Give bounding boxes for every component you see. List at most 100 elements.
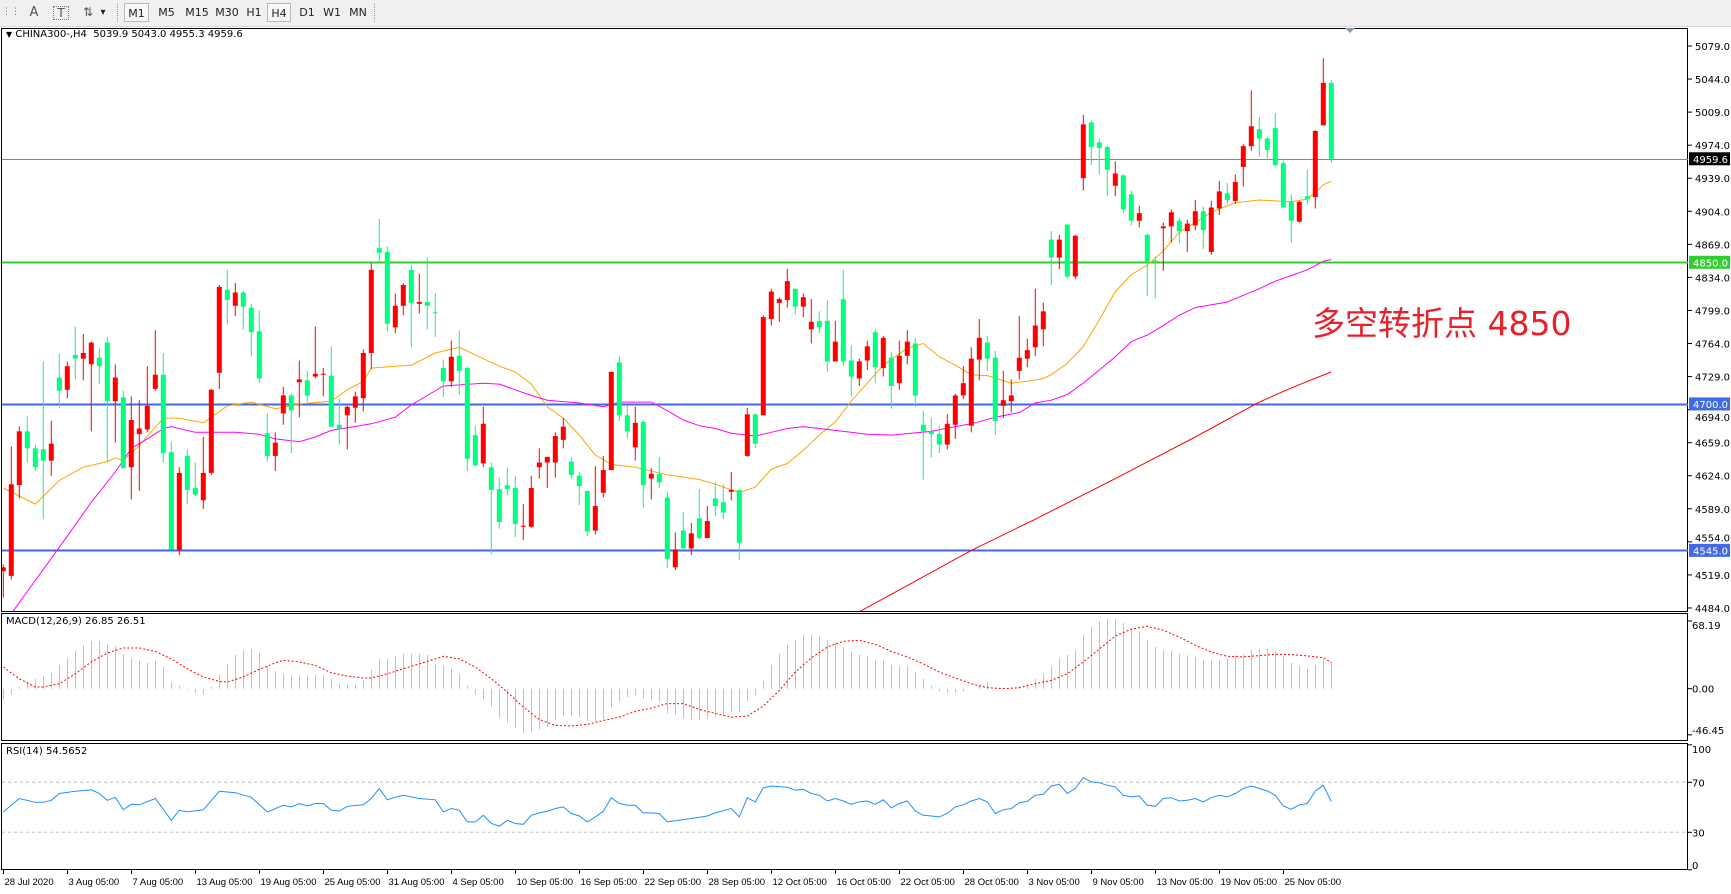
candle: [728, 471, 734, 501]
candle-body: [792, 288, 798, 307]
candle: [1248, 90, 1254, 151]
candle: [272, 432, 278, 472]
candle: [144, 366, 150, 433]
time-axis-label: 25 Nov 05:00: [1285, 877, 1342, 888]
candle-body: [40, 449, 46, 461]
candle: [376, 218, 382, 262]
chevron-down-icon[interactable]: ▾: [100, 7, 106, 18]
moving-average-line-2: [12, 259, 1332, 611]
candle-body: [808, 321, 814, 330]
candle: [336, 398, 342, 445]
timeframe-m5[interactable]: M5: [158, 6, 175, 19]
candle-body: [824, 320, 830, 362]
candle: [288, 393, 294, 454]
candle-body: [312, 373, 318, 377]
candle-body: [232, 292, 238, 306]
candle-body: [1136, 213, 1142, 221]
candle: [440, 359, 446, 398]
candle: [1128, 190, 1134, 226]
text-label-icon[interactable]: T: [53, 6, 69, 20]
candle: [792, 288, 798, 315]
candles: [2, 58, 1334, 598]
moving-average-line-1: [3, 180, 1332, 505]
time-axis-label: 25 Aug 05:00: [325, 877, 381, 888]
candle-body: [1064, 224, 1070, 277]
candle-body: [760, 317, 766, 416]
candle: [1072, 234, 1078, 280]
rsi-axis-label: 0: [1692, 861, 1698, 872]
candle: [1104, 146, 1110, 197]
candle: [352, 391, 358, 423]
macd-axis-label: 68.19: [1692, 621, 1721, 632]
candle-body: [304, 380, 310, 396]
candle-body: [216, 286, 222, 373]
timeframe-h4[interactable]: H4: [267, 3, 291, 22]
price-axis-label: 4554.0: [1695, 533, 1730, 544]
annotation-text[interactable]: 多空转折点 4850: [1312, 304, 1571, 343]
collapse-arrow-icon[interactable]: ▼: [6, 30, 13, 39]
candle-body: [488, 467, 494, 490]
candle-body: [1320, 82, 1326, 126]
candle: [992, 351, 998, 436]
candle: [296, 360, 302, 418]
candle: [320, 368, 326, 397]
candle: [760, 315, 766, 416]
timeframe-w1[interactable]: W1: [323, 6, 341, 19]
period-separator-icon[interactable]: ⋮⋮: [2, 7, 20, 17]
candle: [1208, 200, 1214, 255]
timeframe-mn[interactable]: MN: [349, 6, 367, 19]
candle: [168, 441, 174, 550]
candle: [800, 293, 806, 318]
candle-body: [1120, 175, 1126, 210]
price-label-badge-text: 4959.6: [1693, 155, 1728, 166]
price-axis-label: 4484.0: [1695, 604, 1730, 615]
timeframe-m15[interactable]: M15: [185, 6, 209, 19]
candle: [112, 364, 118, 443]
candle: [696, 488, 702, 540]
price-label-badge-text: 4700.0: [1693, 400, 1728, 411]
candle-body: [1232, 182, 1238, 201]
candle-body: [976, 337, 982, 360]
candle-body: [176, 472, 182, 551]
chart-shift-marker[interactable]: [1345, 28, 1355, 33]
candle: [888, 352, 894, 409]
macd-signal-line: [3, 625, 1332, 727]
candle-body: [544, 456, 550, 463]
candle-body: [640, 421, 646, 486]
candle: [1000, 370, 1006, 419]
candle: [1120, 174, 1126, 214]
candle: [896, 340, 902, 390]
rsi-line: [2, 777, 1332, 827]
price-axis-label: 4589.0: [1695, 505, 1730, 516]
candle-body: [888, 357, 894, 387]
timeframe-h1[interactable]: H1: [246, 6, 262, 19]
rsi-axis-label: 100: [1692, 745, 1711, 756]
candle: [304, 370, 310, 403]
timeframe-m30[interactable]: M30: [215, 6, 239, 19]
candle: [1096, 138, 1102, 175]
candle: [648, 468, 654, 500]
candle: [1320, 58, 1326, 126]
time-axis-label: 28 Jul 2020: [5, 877, 54, 888]
candle-body: [1056, 239, 1062, 258]
time-axis-label: 4 Sep 05:00: [453, 877, 504, 888]
candle: [104, 336, 110, 463]
candle-body: [240, 292, 246, 307]
candle: [1272, 113, 1278, 166]
candle-body: [984, 342, 990, 359]
text-icon[interactable]: A: [29, 5, 39, 20]
arrows-icon[interactable]: ⇅: [82, 5, 94, 19]
timeframe-m1[interactable]: M1: [124, 3, 149, 22]
candle-body: [384, 251, 390, 324]
candle-body: [880, 337, 886, 369]
candle: [1064, 224, 1070, 279]
candle: [1256, 116, 1262, 157]
candle: [1032, 288, 1038, 356]
price-axis-label: 4729.0: [1695, 373, 1730, 384]
candle: [832, 320, 838, 362]
timeframe-d1[interactable]: D1: [299, 6, 315, 19]
candle-body: [992, 357, 998, 421]
candle-body: [1152, 260, 1158, 262]
rsi-panel-frame: [1, 743, 1688, 870]
